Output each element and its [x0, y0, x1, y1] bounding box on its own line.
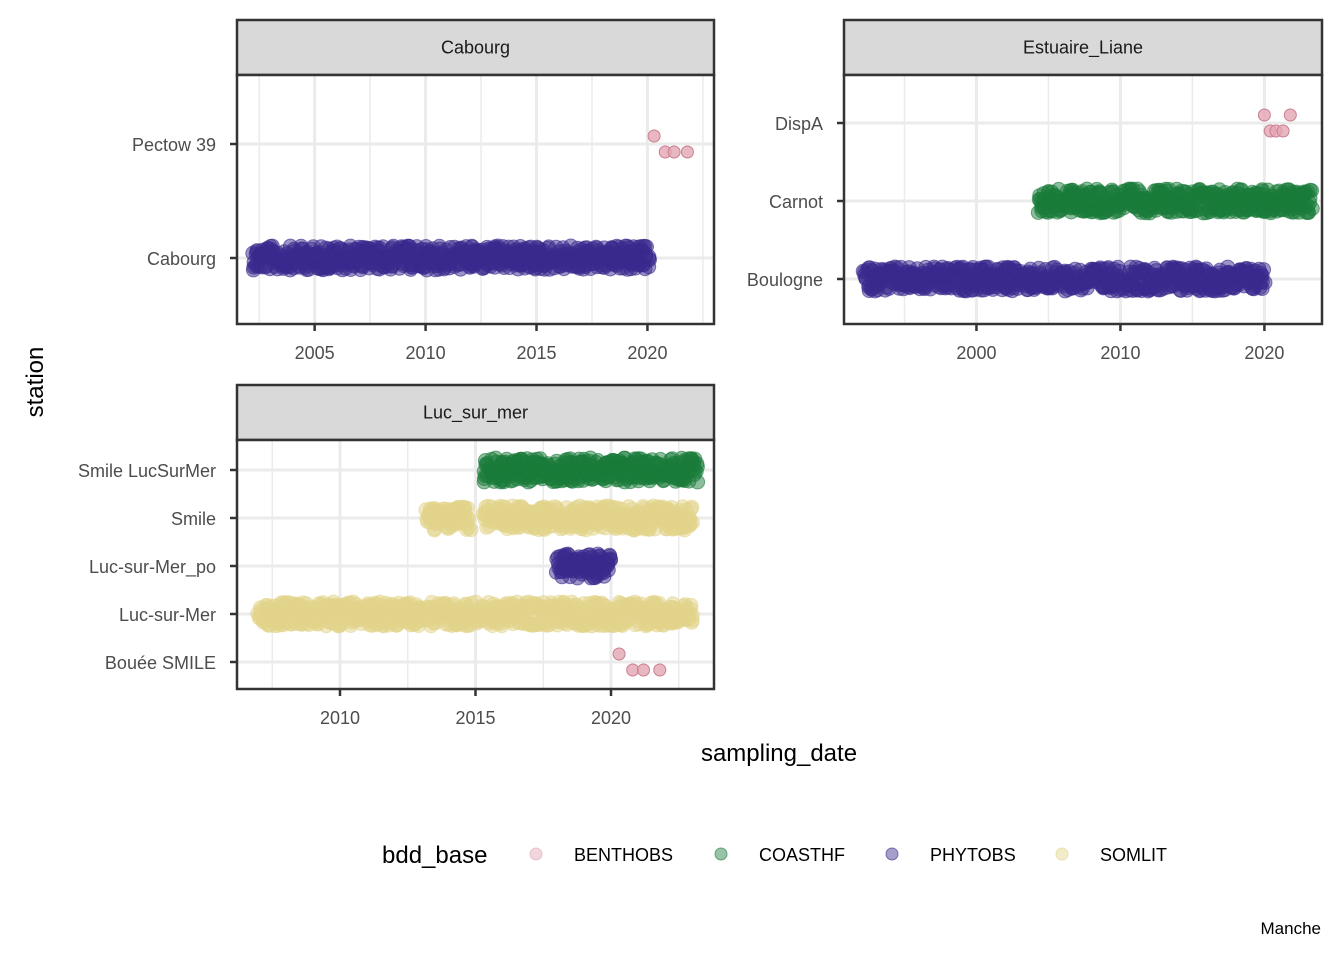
panel-title: Luc_sur_mer	[423, 403, 528, 424]
x-tick-label: 2010	[1100, 343, 1140, 363]
panels-layer: Cabourg 2005 2010 2015 2020 Cabourg Pectow 39 E…	[78, 18, 1324, 728]
y-tick-label: DispA	[775, 114, 823, 134]
panel-strip	[235, 383, 716, 442]
panel-cabourg: Cabourg 2005 2010 2015 2020 Cabourg Pectow 39	[132, 18, 716, 363]
legend-label: COASTHF	[759, 845, 845, 865]
data-point	[1283, 108, 1297, 122]
legend-item-phytobs: PHYTOBS	[885, 845, 1016, 865]
legend-item-benthobs: BENTHOBS	[529, 845, 673, 865]
x-tick-label: 2000	[956, 343, 996, 363]
x-tick-label: 2015	[455, 708, 495, 728]
legend: bdd_base BENTHOBS COASTHF PHYTOBS SOMLIT	[382, 842, 1167, 869]
y-tick-label: Boulogne	[747, 270, 823, 290]
panel-background	[237, 75, 714, 324]
data-point	[626, 663, 640, 677]
x-tick-label: 2010	[320, 708, 360, 728]
panel-strip	[235, 18, 716, 77]
legend-title: bdd_base	[382, 842, 487, 869]
legend-item-coasthf: COASTHF	[714, 845, 845, 865]
data-point	[690, 474, 706, 490]
data-point	[684, 515, 700, 530]
legend-item-somlit: SOMLIT	[1055, 845, 1167, 865]
panel-strip	[842, 18, 1324, 77]
legend-label: SOMLIT	[1100, 845, 1167, 865]
data-point	[684, 499, 700, 515]
y-tick-label: Smile LucSurMer	[78, 461, 216, 481]
legend-key	[1055, 847, 1069, 861]
legend-key	[885, 847, 899, 861]
data-point	[637, 663, 650, 677]
data-point	[689, 456, 705, 472]
data-point	[603, 552, 619, 568]
legend-key	[529, 847, 543, 861]
caption: Manche	[1261, 919, 1321, 938]
data-point	[1276, 124, 1290, 138]
data-point	[463, 522, 479, 538]
x-tick-label: 2005	[295, 343, 335, 363]
data-points	[250, 450, 706, 677]
x-tick-label: 2020	[1244, 343, 1284, 363]
data-point	[667, 145, 681, 159]
x-tick-label: 2015	[516, 343, 556, 363]
data-point	[680, 145, 694, 159]
data-points	[245, 129, 694, 278]
legend-label: BENTHOBS	[574, 845, 673, 865]
data-point	[642, 252, 657, 268]
data-points	[855, 108, 1320, 299]
data-point	[1257, 108, 1271, 122]
x-axis-title: sampling_date	[701, 740, 857, 767]
data-point	[1256, 262, 1272, 278]
legend-label: PHYTOBS	[930, 845, 1016, 865]
y-tick-label: Carnot	[769, 192, 823, 212]
data-point	[1304, 201, 1320, 216]
y-tick-label: Smile	[171, 509, 216, 529]
data-point	[1304, 183, 1320, 199]
legend-key	[714, 847, 728, 861]
y-tick-label: Pectow 39	[132, 135, 216, 155]
y-tick-label: Bouée SMILE	[105, 653, 216, 673]
data-point	[653, 663, 667, 677]
y-tick-label: Cabourg	[147, 249, 216, 269]
x-tick-label: 2010	[406, 343, 446, 363]
y-axis-title: station	[22, 347, 49, 418]
panel-border	[842, 73, 1324, 326]
data-point	[647, 129, 661, 143]
panel-title: Estuaire_Liane	[1023, 38, 1143, 59]
x-tick-label: 2020	[627, 343, 667, 363]
panel-luc-sur-mer: Luc_sur_mer 2010 2015 2020 Bouée SMILE Luc-su…	[78, 383, 716, 728]
y-tick-label: Luc-sur-Mer	[119, 605, 216, 625]
data-point	[612, 647, 626, 661]
x-tick-label: 2020	[591, 708, 631, 728]
panel-border	[235, 73, 716, 326]
data-point	[684, 612, 700, 628]
data-point	[1257, 275, 1273, 290]
panel-title: Cabourg	[441, 38, 510, 58]
panel-estuaire-liane: Estuaire_Liane 2000 2010 2020 Boulogne Carnot…	[747, 18, 1324, 363]
y-tick-label: Luc-sur-Mer_po	[89, 557, 216, 578]
